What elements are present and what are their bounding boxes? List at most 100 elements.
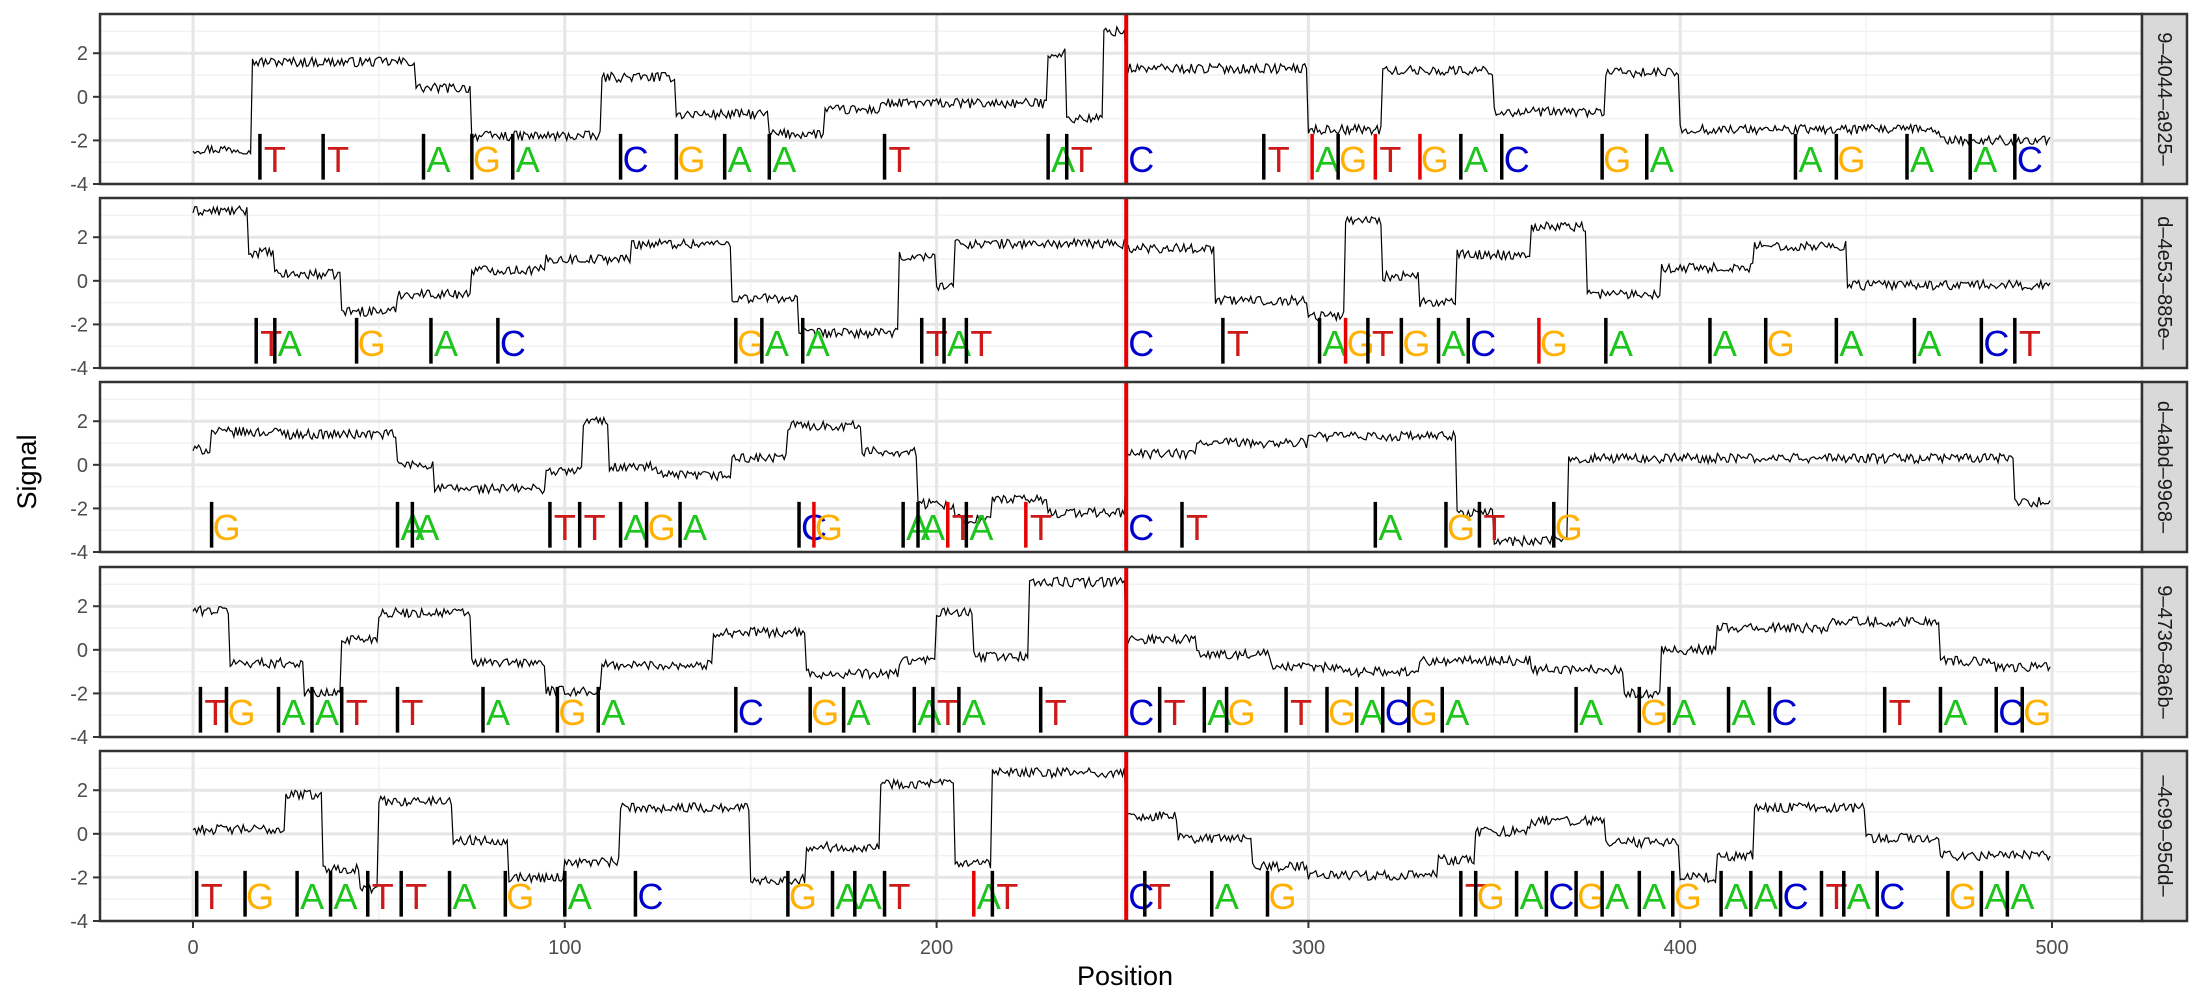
signal-line: [192, 415, 2051, 548]
base-label: T: [327, 139, 349, 180]
y-tick-label: -2: [70, 867, 88, 889]
strip-label-wrap: –4c99–95dd–: [2153, 775, 2175, 897]
base-label: T: [996, 876, 1018, 917]
base-label: G: [358, 323, 386, 364]
base-label: A: [2010, 876, 2034, 917]
strip-label: 9–4736–8a6b–: [2153, 585, 2175, 719]
y-tick-label: 0: [77, 87, 88, 109]
x-tick-label: 0: [187, 937, 198, 959]
signal-line: [192, 204, 2051, 340]
base-label: A: [601, 692, 625, 733]
base-label: G: [1339, 139, 1367, 180]
base-label: T: [952, 507, 974, 548]
base-label: A: [683, 507, 707, 548]
base-label: C: [1128, 507, 1154, 548]
base-label: G: [246, 876, 274, 917]
base-label: G: [648, 507, 676, 548]
base-label: C: [1385, 692, 1411, 733]
base-label: A: [1605, 876, 1629, 917]
base-label: G: [1347, 323, 1375, 364]
base-label: A: [772, 139, 796, 180]
facet-panel: T T A G A C G A A T AT C T A G T G A C G A A G A A C-4-202 9–4044–…: [70, 12, 2189, 196]
base-label: T: [1227, 323, 1249, 364]
base-label: A: [1713, 323, 1737, 364]
y-tick-label: -4: [70, 911, 88, 933]
y-tick-label: 0: [77, 824, 88, 846]
base-label: A: [282, 692, 306, 733]
base-label: C: [1548, 876, 1574, 917]
base-label: T: [1071, 139, 1093, 180]
y-tick-label: -2: [70, 683, 88, 705]
base-label: A: [486, 692, 510, 733]
base-label: A: [1984, 876, 2008, 917]
base-label: A: [858, 876, 882, 917]
strip-label-wrap: 9–4736–8a6b–: [2153, 585, 2175, 719]
facet-strip: d–4e53–885e–: [2140, 196, 2189, 370]
strip-label-wrap: d–4abd–99c8–: [2153, 401, 2175, 534]
base-label: T: [1268, 139, 1290, 180]
base-label: C: [500, 323, 526, 364]
y-tick-label: 2: [77, 411, 88, 433]
base-label: C: [738, 692, 764, 733]
base-label: G: [1410, 692, 1438, 733]
base-label: A: [962, 692, 986, 733]
base-label: T: [1030, 507, 1052, 548]
base-label: T: [889, 876, 911, 917]
y-tick-label: -2: [70, 130, 88, 152]
base-label: G: [1402, 323, 1430, 364]
base-label: C: [1998, 692, 2024, 733]
y-tick-label: -2: [70, 498, 88, 520]
base-label: A: [1724, 876, 1748, 917]
facet-strip: d–4abd–99c8–: [2140, 380, 2189, 554]
base-label: A: [765, 323, 789, 364]
base-label: T: [937, 692, 959, 733]
facet-strip: 9–4044–a925–: [2140, 12, 2189, 186]
base-label: C: [1128, 692, 1154, 733]
strip-label: 9–4044–a925–: [2153, 32, 2175, 166]
strip-label: d–4e53–885e–: [2153, 216, 2175, 350]
panel-background: [100, 382, 2142, 552]
base-label: T: [1825, 876, 1847, 917]
y-tick-label: 2: [77, 596, 88, 618]
base-label: G: [2023, 692, 2051, 733]
strip-background: [2140, 749, 2189, 923]
base-label: G: [677, 139, 705, 180]
base-label: T: [405, 876, 427, 917]
x-tick-label: 100: [548, 937, 581, 959]
base-label: A: [1360, 692, 1384, 733]
base-label: T: [260, 323, 282, 364]
base-label: T: [1164, 692, 1186, 733]
base-label: A: [728, 139, 752, 180]
base-label: T: [264, 139, 286, 180]
signal-line: [192, 575, 2051, 699]
base-label: C: [623, 139, 649, 180]
base-label: G: [1421, 139, 1449, 180]
strip-background: [2140, 12, 2189, 186]
base-label: G: [1228, 692, 1256, 733]
base-label: C: [1128, 876, 1154, 917]
base-label: T: [970, 323, 992, 364]
y-tick-label: 2: [77, 780, 88, 802]
base-label: A: [278, 323, 302, 364]
y-tick-label: 0: [77, 455, 88, 477]
base-label: T: [372, 876, 394, 917]
base-label: T: [1379, 139, 1401, 180]
strip-background: [2140, 565, 2189, 739]
base-label: A: [1315, 139, 1339, 180]
base-label: G: [815, 507, 843, 548]
y-tick-label: -4: [70, 358, 88, 380]
base-label: A: [921, 507, 945, 548]
base-label: G: [1540, 323, 1568, 364]
base-label: A: [917, 692, 941, 733]
base-label: C: [1983, 323, 2009, 364]
base-label: G: [1767, 323, 1795, 364]
base-label: G: [1268, 876, 1296, 917]
base-label: A: [453, 876, 477, 917]
base-label: A: [315, 692, 339, 733]
base-label: T: [1290, 692, 1312, 733]
base-label: C: [1470, 323, 1496, 364]
base-label: A: [1732, 692, 1756, 733]
base-label: G: [1837, 139, 1865, 180]
base-label: T: [926, 323, 948, 364]
